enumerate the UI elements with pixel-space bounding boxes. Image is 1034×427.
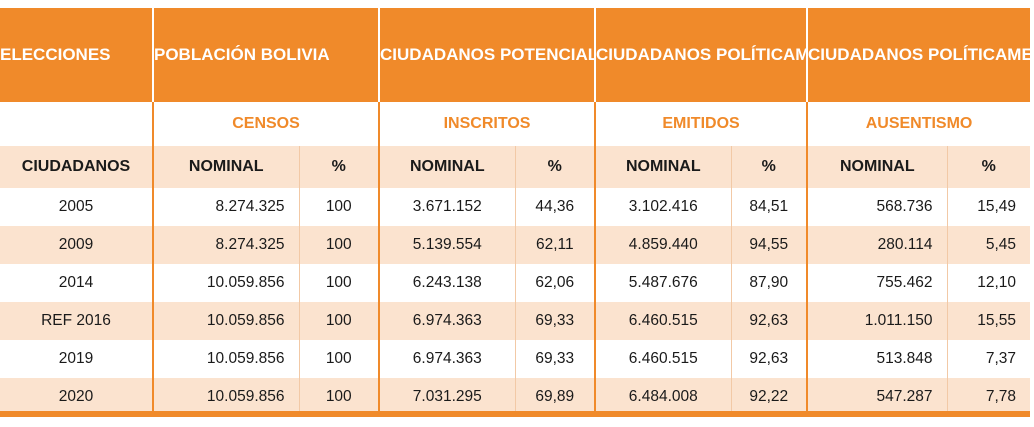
subheader-row: CENSOS INSCRITOS EMITIDOS AUSENTISMO: [0, 102, 1031, 146]
column-header-percent: %: [947, 146, 1031, 188]
cell-inscritos-percent: 62,11: [515, 226, 597, 264]
cell-censo-percent: 100: [299, 226, 381, 264]
cell-censo-percent: 100: [299, 302, 381, 340]
cell-censo-percent: 100: [299, 264, 381, 302]
header-politicamente-ausentes: CIUDADANOS POLÍTICAMENTE AUSENTES: [807, 8, 1031, 102]
cell-censo-percent: 100: [299, 188, 381, 226]
cell-ausentismo-nominal: 568.736: [807, 188, 948, 226]
cell-emitidos-nominal: 3.102.416: [595, 188, 732, 226]
header-potencialmente-activos: CIUDADANOS POTENCIALMENTE ACTIVOS: [379, 8, 597, 102]
cell-ausentismo-percent: 12,10: [977, 274, 1017, 291]
cell-emitidos-percent: 87,90: [731, 264, 809, 302]
cell-inscritos-nominal: 7.031.295: [379, 378, 516, 416]
cell-inscritos-nominal: 6.974.363: [379, 340, 516, 378]
cell-year: REF 2016: [0, 302, 154, 340]
cell-inscritos-percent: 69,33: [515, 340, 597, 378]
cell-ausentismo-nominal: 755.462: [807, 264, 948, 302]
cell-ausentismo-percent: 7,37: [985, 350, 1017, 367]
column-header-percent: %: [731, 146, 809, 188]
cell-inscritos-percent: 62,06: [515, 264, 597, 302]
header-politicamente-activos: CIUDADANOS POLÍTICAMENTE ACTIVOS: [595, 8, 809, 102]
table-row: 2014 10.059.856 100 6.243.138 62,06 5.48…: [0, 264, 1030, 302]
cell-ausentismo-percent: 15,55: [947, 302, 1031, 340]
cell-emitidos-percent: 92,22: [731, 378, 809, 416]
subheader-emitidos: EMITIDOS: [595, 102, 809, 146]
table-row: REF 2016 10.059.856 100 6.974.363 69,33 …: [0, 302, 1031, 340]
column-header-nominal: NOMINAL: [595, 146, 732, 188]
table-row: 2020 10.059.856 100 7.031.295 69,89 6.48…: [0, 378, 1031, 416]
elections-table: ELECCIONES POBLACIÓN BOLIVIA CIUDADANOS …: [0, 8, 1031, 416]
table-row: 2005 8.274.325 100 3.671.152 44,36 3.102…: [0, 188, 1030, 226]
subheader-ausentismo: AUSENTISMO: [807, 102, 1031, 146]
cell-emitidos-nominal: 6.460.515: [595, 340, 732, 378]
cell-inscritos-nominal: 5.139.554: [379, 226, 516, 264]
cell-inscritos-percent: 69,33: [515, 302, 597, 340]
cell-censo-nominal: 8.274.325: [153, 188, 300, 226]
cell-emitidos-percent: 92,63: [731, 302, 809, 340]
column-header-row: CIUDADANOS NOMINAL % NOMINAL % NOMINAL %…: [0, 146, 1031, 188]
cell-emitidos-percent: 94,55: [731, 226, 809, 264]
cell-inscritos-percent: 44,36: [515, 188, 597, 226]
cell-censo-percent: 100: [299, 340, 381, 378]
cell-emitidos-nominal: 6.484.008: [595, 378, 732, 416]
header-elecciones: ELECCIONES: [0, 8, 154, 102]
column-header-nominal: NOMINAL: [807, 146, 948, 188]
cell-ausentismo-nominal: 513.848: [807, 340, 948, 378]
cell-inscritos-nominal: 6.974.363: [379, 302, 516, 340]
cell-year: 2019: [0, 340, 154, 378]
cell-censo-percent: 100: [299, 378, 381, 416]
cell-censo-nominal: 10.059.856: [153, 302, 300, 340]
cell-censo-nominal: 10.059.856: [153, 340, 300, 378]
cell-ausentismo-nominal: 280.114: [807, 226, 948, 264]
cell-ausentismo-percent: 5,45: [947, 226, 1031, 264]
column-header-percent: %: [299, 146, 381, 188]
cell-emitidos-nominal: 4.859.440: [595, 226, 732, 264]
subheader-inscritos: INSCRITOS: [379, 102, 597, 146]
cell-ausentismo-nominal: 547.287: [807, 378, 948, 416]
cell-censo-nominal: 10.059.856: [153, 378, 300, 416]
cell-ausentismo-percent: 15,49: [977, 198, 1017, 215]
table-row: 2009 8.274.325 100 5.139.554 62,11 4.859…: [0, 226, 1031, 264]
column-header-nominal: NOMINAL: [153, 146, 300, 188]
cell-ausentismo-nominal: 1.011.150: [807, 302, 948, 340]
cell-ausentismo-percent: 7,78: [947, 378, 1031, 416]
cell-inscritos-nominal: 6.243.138: [379, 264, 516, 302]
header-row: ELECCIONES POBLACIÓN BOLIVIA CIUDADANOS …: [0, 8, 1031, 102]
cell-inscritos-nominal: 3.671.152: [379, 188, 516, 226]
column-header-nominal: NOMINAL: [379, 146, 516, 188]
column-header-ciudadanos: CIUDADANOS: [0, 146, 154, 188]
column-header-percent: %: [515, 146, 597, 188]
cell-emitidos-percent: 92,63: [731, 340, 809, 378]
subheader-empty: [0, 102, 154, 146]
cell-emitidos-nominal: 5.487.676: [595, 264, 732, 302]
header-poblacion: POBLACIÓN BOLIVIA: [153, 8, 381, 102]
cell-emitidos-percent: 84,51: [731, 188, 809, 226]
cell-inscritos-percent: 69,89: [515, 378, 597, 416]
cell-emitidos-nominal: 6.460.515: [595, 302, 732, 340]
cell-censo-nominal: 8.274.325: [153, 226, 300, 264]
cell-year: 2020: [0, 378, 154, 416]
subheader-censos: CENSOS: [153, 102, 381, 146]
cell-censo-nominal: 10.059.856: [153, 264, 300, 302]
cell-year: 2009: [0, 226, 154, 264]
cell-year: 2014: [0, 264, 154, 302]
table-bottom-border: [0, 411, 1030, 417]
table-row: 2019 10.059.856 100 6.974.363 69,33 6.46…: [0, 340, 1030, 378]
cell-year: 2005: [0, 188, 154, 226]
